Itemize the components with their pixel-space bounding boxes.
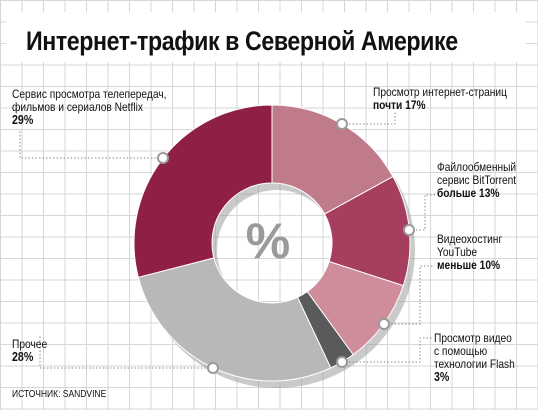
chart-title: Интернет-трафик в Северной Америке bbox=[26, 26, 458, 56]
leader-web bbox=[342, 112, 396, 125]
label-bittorrent-line2: сервис BitTorrent bbox=[437, 173, 517, 187]
label-netflix-pct: 29% bbox=[12, 113, 34, 127]
label-bittorrent-qualifier: больше bbox=[437, 186, 477, 200]
marker-web bbox=[336, 118, 348, 130]
leader-bittorrent bbox=[409, 194, 435, 231]
marker-other bbox=[207, 362, 219, 374]
label-netflix-line1: Сервис просмотра телепередач, bbox=[12, 87, 167, 101]
label-web: Просмотр интернет-страниц почти 17% bbox=[373, 86, 507, 112]
label-youtube-pct: 10% bbox=[479, 258, 501, 272]
label-other-line1: Прочее bbox=[12, 337, 48, 351]
slice-netflix bbox=[133, 104, 273, 278]
label-flash: Просмотр видео с помощью технологии Flas… bbox=[434, 332, 515, 384]
leader-lines bbox=[19, 112, 435, 374]
label-netflix: Сервис просмотра телепередач, фильмов и … bbox=[12, 88, 166, 127]
label-youtube-line2: YouTube bbox=[437, 245, 478, 259]
label-bittorrent: Файлообменный сервис BitTorrent больше 1… bbox=[437, 161, 516, 200]
leader-youtube bbox=[384, 265, 435, 325]
label-bittorrent-pct: 13% bbox=[479, 186, 500, 200]
marker-netflix bbox=[157, 152, 169, 164]
leader-netflix bbox=[19, 130, 163, 159]
marker-youtube bbox=[378, 318, 390, 330]
label-other: Прочее 28% bbox=[12, 338, 47, 364]
label-youtube: Видеохостинг YouTube меньше 10% bbox=[437, 233, 502, 272]
label-youtube-qualifier: меньше bbox=[437, 258, 477, 272]
leader-flash bbox=[342, 337, 432, 363]
label-web-qualifier: почти bbox=[373, 98, 403, 112]
label-bittorrent-line1: Файлообменный bbox=[437, 160, 517, 174]
marker-flash bbox=[336, 356, 348, 368]
label-flash-line3: технологии Flash bbox=[434, 357, 515, 371]
label-flash-line2: с помощью bbox=[434, 344, 488, 358]
marker-bittorrent bbox=[403, 224, 415, 236]
label-youtube-line1: Видеохостинг bbox=[437, 232, 503, 246]
title-box: Интернет-трафик в Северной Америке bbox=[6, 12, 526, 62]
center-percent-symbol: % bbox=[246, 213, 290, 269]
label-other-pct: 28% bbox=[12, 350, 34, 364]
label-netflix-line2: фильмов и сериалов Netflix bbox=[12, 100, 143, 114]
source-note: ИСТОЧНИК: SANDVINE bbox=[12, 389, 107, 400]
label-web-line1: Просмотр интернет-страниц bbox=[373, 85, 507, 99]
leader-other bbox=[39, 336, 213, 369]
chart-slices bbox=[133, 104, 411, 382]
label-flash-line1: Просмотр видео bbox=[434, 331, 512, 345]
slice-web bbox=[271, 104, 394, 215]
label-flash-pct: 3% bbox=[434, 370, 450, 384]
slice-other bbox=[137, 257, 332, 382]
label-web-pct: 17% bbox=[405, 98, 426, 112]
